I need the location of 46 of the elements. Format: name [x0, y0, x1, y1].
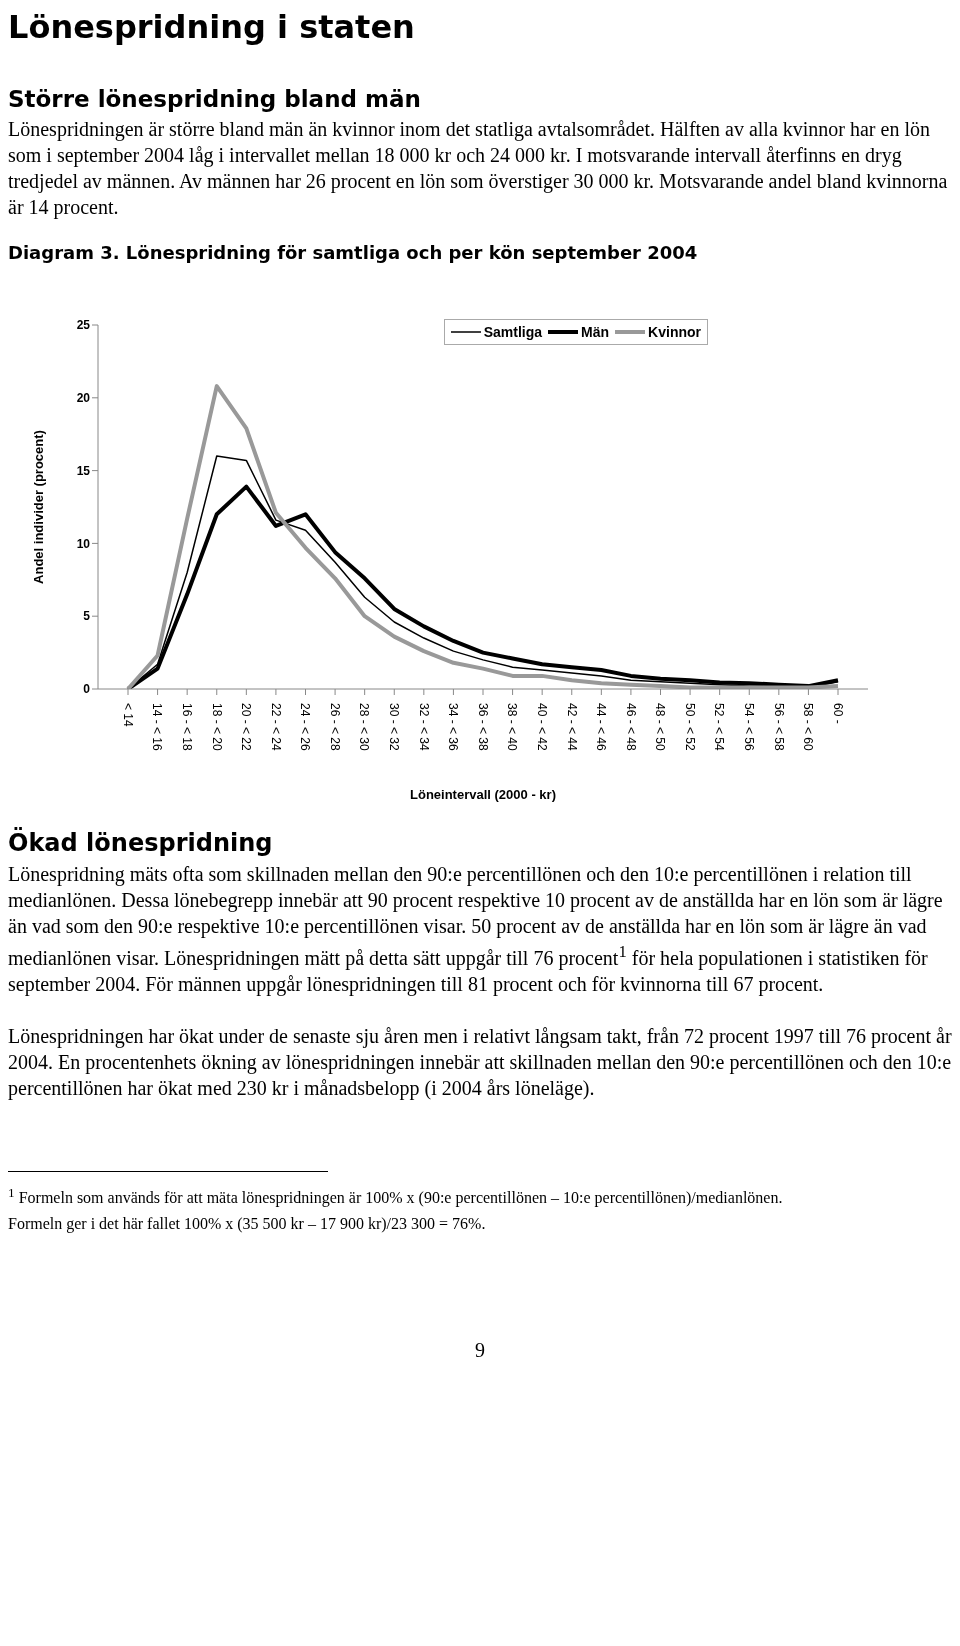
x-tick-label: 36 - < 38 — [475, 703, 490, 752]
x-tick-label: 58 - < 60 — [801, 703, 816, 752]
x-tick-label: 18 - < 20 — [209, 703, 224, 752]
text: Formeln ger i det här fallet 100% x (35 500 kr – 17 900 kr)/23 300 = 76%. — [8, 1214, 487, 1235]
x-tick-label: 52 - < 54 — [712, 703, 727, 752]
x-tick-label: 50 - < 52 — [682, 703, 697, 752]
text: Lönespridningen har ökat under de senaste sju åren men i relativt långsam takt, från 72 procent 1997 till 76 procent år 2004. En procentenhets ökning av lönespridningen innebär att skillnaden mellan den 90:e percentillönen och den 10:e percentillönen har ökat med 230 kr i månadsbelopp (i 2004 års löneläge). — [8, 1023, 952, 1101]
text: $^{1}$ Formeln som används för att mäta lönespridningen är 100% x (90:e percentillönen – 10:e percentillönen)/medianlönen. — [8, 1183, 784, 1209]
y-tick-label: 15 — [76, 463, 91, 478]
x-tick-label: 34 - < 36 — [446, 703, 461, 752]
x-tick-label: 54 - < 56 — [742, 703, 757, 752]
text: Större lönespridning bland män — [8, 86, 422, 112]
y-tick-label: 0 — [83, 682, 91, 697]
x-tick-label: 30 - < 32 — [387, 703, 402, 752]
x-tick-label: 14 - < 16 — [150, 703, 165, 752]
chart-title: Diagram 3. Lönespridning för samtliga och per kön september 2004 — [8, 242, 699, 263]
x-tick-label: 44 - < 46 — [594, 703, 609, 752]
x-tick-label: 28 - < 30 — [357, 703, 372, 752]
y-axis-title: Andel individer (procent) — [30, 430, 46, 584]
legend-label: Kvinnor — [648, 323, 701, 342]
y-tick-label: 10 — [76, 536, 91, 551]
y-tick-label: 5 — [83, 609, 91, 624]
text: Lönespridningen är större bland män än kvinnor inom det statliga avtalsområdet. Hälften av alla kvinnor har en lön som i september 2004 låg i intervallet mellan 18 000 kr och 24 000 kr. I motsvarande intervall återfinns en dryg tredjedel av männen. Av männen har 26 procent en lön som överstiger 30 000 kr. Motsvarande andel bland kvinnorna är 14 procent. — [8, 117, 949, 220]
x-tick-label: 38 - < 40 — [505, 703, 520, 752]
text: Lönespridning mäts ofta som skillnaden mellan den 90:e percentillönen och den 10:e percentillönen i relation till medianlönen. Dessa lönebegrepp innebär att 90 procent respektive 10 procent av de anställda har en lön som är lägre än vad som den 90:e respektive 10:e percentillönen visar. 50 procent av de anställda har en lön som är lägre än vad medianlönen visar. Lönespridningen mätt på detta sätt uppgår till 76 procent$^{1}$ för hela populationen i statistiken för september 2004. För männen uppgår lönespridningen till 81 procent och för kvinnorna till 67 procent. — [8, 862, 944, 997]
x-tick-label: 32 - < 34 — [416, 703, 431, 752]
x-tick-label: 42 - < 44 — [564, 703, 579, 752]
x-tick-label: 46 - < 48 — [623, 703, 638, 752]
x-tick-label: 60 - — [830, 703, 845, 724]
legend-label: Samtliga — [483, 323, 543, 342]
x-tick-label: 16 - < 18 — [179, 703, 194, 752]
x-tick-label: 48 - < 50 — [653, 703, 668, 752]
text: Ökad lönespridning — [8, 829, 274, 857]
x-tick-label: 40 - < 42 — [534, 703, 549, 752]
x-axis-title: Löneintervall (2000 - kr) — [410, 787, 556, 802]
text: Lönespridning i staten — [8, 8, 416, 46]
y-tick-label: 25 — [76, 318, 91, 333]
x-tick-label: 22 - < 24 — [268, 703, 283, 752]
legend-label: Män — [581, 323, 610, 342]
text: 9 — [474, 1338, 486, 1363]
y-tick-label: 20 — [76, 391, 91, 406]
x-tick-label: 26 - < 28 — [327, 703, 342, 752]
x-tick-label: 24 - < 26 — [298, 703, 313, 752]
x-tick-label: 20 - < 22 — [239, 703, 254, 752]
x-tick-label: 56 - < 58 — [771, 703, 786, 752]
x-tick-label: < 14 — [120, 703, 135, 728]
